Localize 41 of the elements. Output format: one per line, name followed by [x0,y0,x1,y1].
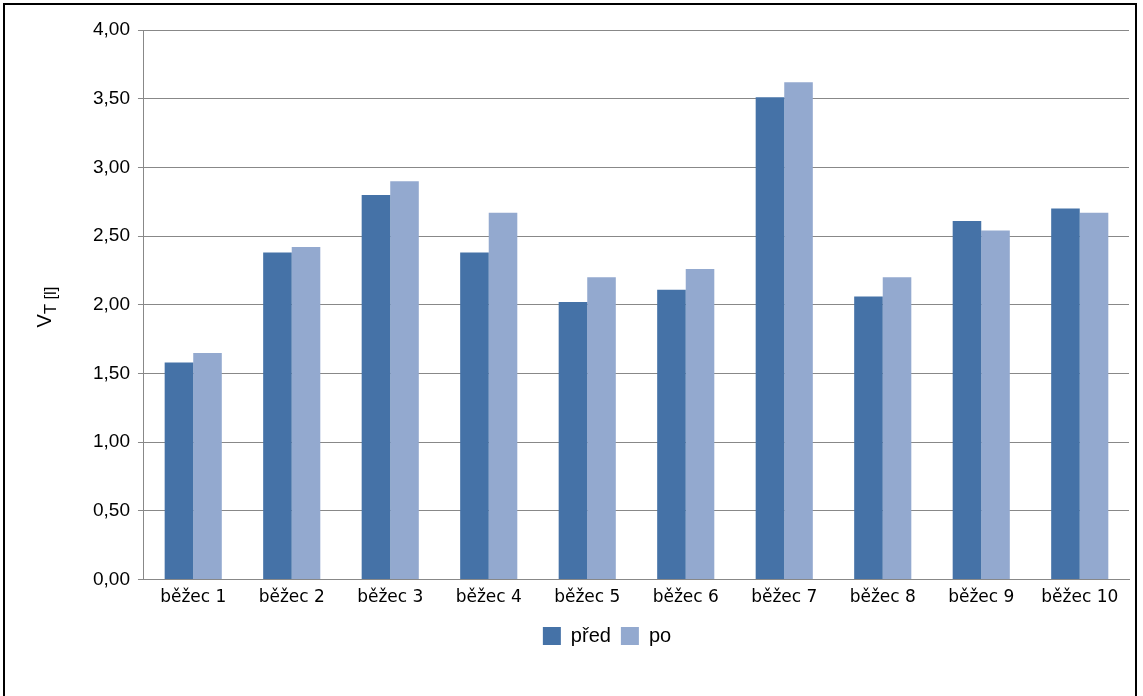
y-tick-label: 1,00 [93,430,130,452]
bar [685,269,715,580]
x-tick-label: běžec 7 [751,586,818,607]
bar [1079,212,1109,580]
legend-label: před [570,623,611,646]
bar [784,82,813,580]
bar [854,296,883,580]
bar [361,194,391,580]
x-tick-label: běžec 9 [948,586,1015,607]
y-tick-label: 1,50 [93,361,130,383]
y-tick-label: 0,00 [93,567,130,589]
bar [755,97,785,580]
bar [390,181,419,580]
x-tick-label: běžec 6 [652,586,719,607]
y-tick-label: 2,00 [93,293,130,315]
bar [981,230,1010,580]
x-tick-label: běžec 5 [554,586,621,607]
bar [1051,208,1080,580]
bar [460,252,489,580]
y-tick-label: 2,50 [93,224,130,246]
y-tick-label: 3,50 [93,86,130,108]
bar [657,289,686,580]
y-tick-label: 3,00 [93,155,130,177]
x-tick-label: běžec 4 [455,586,522,607]
x-tick-label: běžec 3 [357,586,424,607]
x-tick-label: běžec 8 [849,586,916,607]
x-tick-label: běžec 10 [1041,586,1119,607]
x-tick-label: běžec 1 [160,586,227,607]
bar [882,277,912,580]
bar [488,212,518,580]
bar [291,247,321,580]
y-tick-label: 4,00 [93,18,130,40]
y-tick-label: 0,50 [93,499,130,521]
legend-label: po [648,623,672,646]
bar [558,302,588,580]
x-tick-label: běžec 2 [258,586,325,607]
bar [164,362,194,580]
bar [193,352,222,580]
bar [263,252,292,580]
bar [952,220,982,580]
bar [587,277,616,580]
